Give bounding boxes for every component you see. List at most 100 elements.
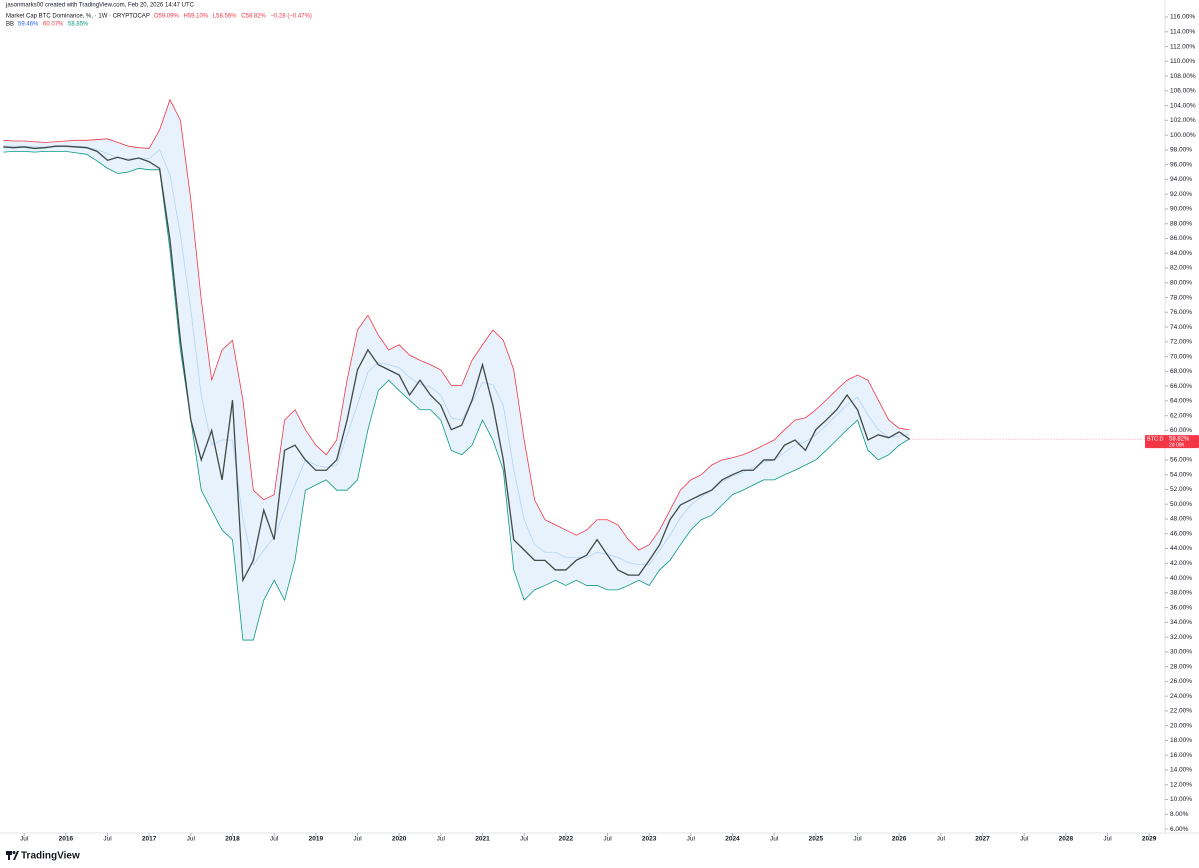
- x-tick-label: 2017: [142, 836, 157, 843]
- y-tick-label: 48.00%: [1170, 516, 1192, 523]
- y-tick-label: 22.00%: [1170, 708, 1192, 715]
- y-tick-label: 18.00%: [1170, 737, 1192, 744]
- y-tick-label: 98.00%: [1170, 147, 1192, 154]
- x-tick-label: 2023: [642, 836, 657, 843]
- y-tick-label: 82.00%: [1170, 265, 1192, 272]
- y-tick-label: 78.00%: [1170, 294, 1192, 301]
- x-tick-label: Jul: [270, 836, 279, 843]
- x-tick-label: Jul: [20, 836, 29, 843]
- y-tick-label: 28.00%: [1170, 663, 1192, 670]
- x-tick-label: Jul: [103, 836, 112, 843]
- series-line: [3, 98, 910, 551]
- y-tick-label: 74.00%: [1170, 324, 1192, 331]
- price-label-countdown: 2d 09h: [1169, 442, 1185, 448]
- ohlc-value: L58.56%: [213, 14, 237, 20]
- y-tick-label: 8.00%: [1170, 811, 1189, 818]
- y-tick-label: 72.00%: [1170, 339, 1192, 346]
- y-tick-label: 50.00%: [1170, 501, 1192, 508]
- y-tick-label: 44.00%: [1170, 545, 1192, 552]
- y-tick-label: 24.00%: [1170, 693, 1192, 700]
- x-tick-label: 2016: [59, 836, 74, 843]
- y-tick-label: 86.00%: [1170, 235, 1192, 242]
- x-tick-label: 2026: [892, 836, 907, 843]
- y-tick-label: 54.00%: [1170, 471, 1192, 478]
- price-label-symbol: BTC.D: [1147, 437, 1164, 443]
- ohlc-value: C58.82%: [241, 14, 266, 20]
- y-tick-label: 26.00%: [1170, 678, 1192, 685]
- ohlc-value: O59.09%: [154, 14, 180, 20]
- x-tick-label: Jul: [937, 836, 946, 843]
- ohlc-value: H59.10%: [184, 14, 209, 20]
- y-tick-label: 64.00%: [1170, 398, 1192, 405]
- y-tick-label: 110.00%: [1170, 58, 1195, 65]
- y-tick-label: 60.00%: [1170, 427, 1192, 434]
- x-tick-label: 2019: [309, 836, 324, 843]
- ohlc-value: −0.28 (−0.47%): [271, 14, 312, 20]
- y-tick-label: 46.00%: [1170, 530, 1192, 537]
- x-tick-label: Jul: [520, 836, 529, 843]
- x-tick-label: Jul: [1103, 836, 1112, 843]
- x-tick-label: 2029: [1142, 836, 1157, 843]
- y-tick-label: 100.00%: [1170, 132, 1196, 139]
- y-tick-label: 114.00%: [1170, 28, 1195, 35]
- y-tick-label: 16.00%: [1170, 752, 1192, 759]
- y-tick-label: 84.00%: [1170, 250, 1192, 257]
- y-tick-label: 80.00%: [1170, 279, 1192, 286]
- bb-label: BB: [6, 22, 14, 28]
- price-label-bg: [1145, 435, 1199, 449]
- y-tick-label: 106.00%: [1170, 88, 1196, 95]
- y-tick-label: 96.00%: [1170, 161, 1192, 168]
- y-tick-label: 52.00%: [1170, 486, 1192, 493]
- y-tick-label: 66.00%: [1170, 383, 1192, 390]
- bb-value: 58.85%: [68, 22, 89, 28]
- y-tick-label: 34.00%: [1170, 619, 1192, 626]
- y-tick-label: 36.00%: [1170, 604, 1192, 611]
- y-tick-label: 92.00%: [1170, 191, 1192, 198]
- x-tick-label: 2024: [725, 836, 740, 843]
- y-tick-label: 90.00%: [1170, 206, 1192, 213]
- x-tick-label: Jul: [353, 836, 362, 843]
- y-tick-label: 42.00%: [1170, 560, 1192, 567]
- x-tick-label: Jul: [770, 836, 779, 843]
- attribution: jasonmarks00 created with TradingView.co…: [5, 3, 195, 9]
- chart-title: Market Cap BTC Dominance, %, · 1W · CRYP…: [6, 14, 150, 20]
- band-fill: [3, 99, 910, 641]
- y-tick-label: 88.00%: [1170, 220, 1192, 227]
- footer-logo: TradingView: [6, 851, 80, 862]
- x-tick-label: Jul: [1020, 836, 1029, 843]
- bb-value: 60.07%: [43, 22, 64, 28]
- y-tick-label: 56.00%: [1170, 457, 1192, 464]
- x-tick-label: Jul: [603, 836, 612, 843]
- y-tick-label: 20.00%: [1170, 722, 1192, 729]
- x-tick-label: Jul: [853, 836, 862, 843]
- series-line: [3, 150, 910, 641]
- y-tick-label: 14.00%: [1170, 767, 1192, 774]
- x-tick-label: 2021: [475, 836, 490, 843]
- x-tick-label: 2028: [1059, 836, 1074, 843]
- y-tick-label: 102.00%: [1170, 117, 1196, 124]
- y-tick-label: 68.00%: [1170, 368, 1192, 375]
- y-tick-label: 108.00%: [1170, 73, 1196, 80]
- y-tick-label: 40.00%: [1170, 575, 1192, 582]
- x-tick-label: Jul: [687, 836, 696, 843]
- y-tick-label: 116.00%: [1170, 14, 1195, 21]
- y-tick-label: 6.00%: [1170, 826, 1189, 833]
- y-tick-label: 94.00%: [1170, 176, 1192, 183]
- y-tick-label: 32.00%: [1170, 634, 1192, 641]
- series-line: [3, 145, 910, 583]
- y-tick-label: 104.00%: [1170, 102, 1196, 109]
- price-label-value: 58.82%: [1169, 437, 1190, 443]
- y-tick-label: 38.00%: [1170, 590, 1192, 597]
- x-tick-label: Jul: [437, 836, 446, 843]
- x-tick-label: 2025: [809, 836, 824, 843]
- x-tick-label: Jul: [187, 836, 196, 843]
- bb-value: 59.46%: [18, 22, 39, 28]
- x-tick-label: 2022: [559, 836, 574, 843]
- x-tick-label: 2020: [392, 836, 407, 843]
- y-tick-label: 10.00%: [1170, 796, 1192, 803]
- y-tick-label: 112.00%: [1170, 43, 1195, 50]
- x-tick-label: 2027: [975, 836, 990, 843]
- y-tick-label: 70.00%: [1170, 353, 1192, 360]
- y-tick-label: 62.00%: [1170, 412, 1192, 419]
